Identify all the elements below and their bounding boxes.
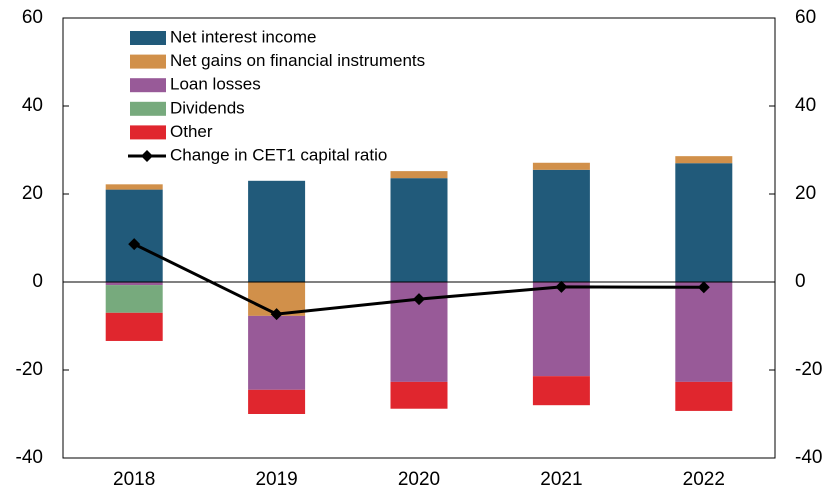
y-tick-label: 60 [22, 7, 43, 28]
y2-tick-label: 20 [795, 183, 816, 204]
legend-swatch [130, 54, 166, 69]
legend-label: Loan losses [170, 75, 261, 94]
bar-segment [390, 171, 448, 179]
x-tick-label: 2020 [398, 469, 440, 490]
y2-tick-label: 0 [795, 271, 806, 292]
bar-segment [532, 169, 590, 282]
bar-segment [532, 376, 590, 406]
y-tick-label: 40 [22, 95, 43, 116]
bar-segment [532, 282, 590, 377]
bar-segment [105, 312, 163, 341]
bar-segment [248, 180, 306, 282]
bar-segment [675, 381, 733, 411]
bar-segment [390, 178, 448, 282]
y2-tick-label: 60 [795, 7, 816, 28]
legend-swatch [130, 78, 166, 93]
x-tick-label: 2018 [113, 469, 155, 490]
legend-label: Net interest income [170, 27, 316, 46]
legend-swatch [130, 31, 166, 45]
y-tick-label: 20 [22, 183, 43, 204]
line-marker [555, 280, 568, 293]
bar-segment [532, 162, 590, 170]
line-marker [128, 238, 141, 251]
bar-segment [248, 315, 306, 390]
legend-label: Dividends [170, 98, 245, 117]
legend-label: Other [170, 122, 213, 141]
legend-swatch [130, 125, 166, 140]
line-marker [697, 281, 710, 294]
y-tick-label: 0 [32, 271, 43, 292]
legend-label: Change in CET1 capital ratio [170, 145, 387, 164]
legend-swatch [130, 101, 166, 116]
bar-segment [675, 156, 733, 164]
y2-tick-label: -40 [795, 447, 822, 468]
line-marker [413, 293, 425, 306]
legend-label: Net gains on financial instruments [170, 51, 425, 70]
y-tick-label: -20 [16, 359, 43, 380]
x-tick-label: 2021 [540, 469, 582, 490]
bar-segment [390, 381, 448, 409]
legend-marker [141, 150, 153, 162]
y-tick-label: -40 [16, 447, 43, 468]
bar-segment [675, 163, 733, 282]
y2-tick-label: -20 [795, 359, 822, 380]
bar-segment [105, 184, 163, 190]
bar-segment [105, 282, 163, 286]
x-tick-label: 2019 [255, 469, 297, 490]
line-marker [270, 308, 283, 321]
plot-frame [62, 17, 776, 459]
bar-segment [105, 189, 163, 282]
x-tick-label: 2022 [683, 469, 725, 490]
bar-segment [675, 282, 733, 382]
y2-tick-label: 40 [795, 95, 816, 116]
bar-segment [248, 389, 306, 414]
bar-segment [105, 285, 163, 313]
